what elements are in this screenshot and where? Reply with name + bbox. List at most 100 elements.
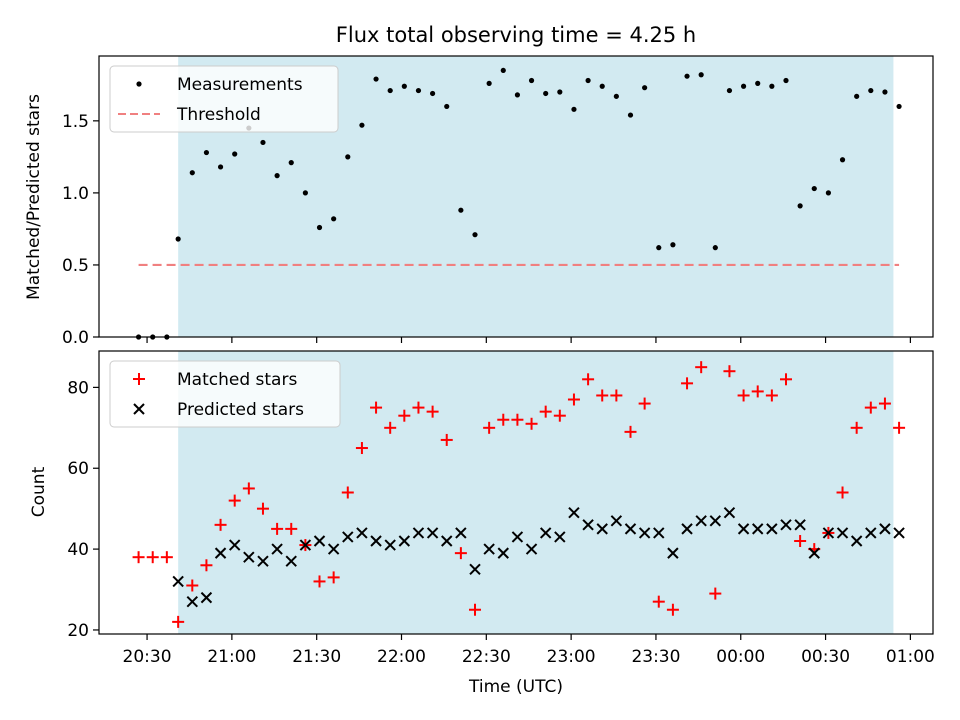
measurement-point xyxy=(528,77,535,84)
matched-star-point xyxy=(228,494,241,507)
measurement-point xyxy=(217,164,224,170)
measurement-point xyxy=(797,203,803,209)
predicted-star-point xyxy=(342,531,354,543)
measurement-point xyxy=(444,103,450,110)
measurement-point xyxy=(260,139,266,146)
bottom-x-axis: 20:30 21:00 21:30 22:00 22:30 23:00 23:30 00:00… xyxy=(123,634,935,667)
predicted-star-point xyxy=(200,591,213,604)
measurement-point xyxy=(571,106,577,112)
measurement-point xyxy=(387,87,393,94)
measurement-point xyxy=(882,89,888,95)
matched-star-point xyxy=(567,393,580,406)
predicted-star-point xyxy=(752,523,764,535)
predicted-star-point xyxy=(257,555,269,567)
predicted-star-point xyxy=(313,535,326,547)
top-x-axis xyxy=(146,337,911,343)
predicted-star-point xyxy=(723,507,736,519)
measurement-point xyxy=(740,83,747,89)
matched-star-point xyxy=(469,603,482,616)
x-tick-label: 22:30 xyxy=(462,647,511,667)
predicted-star-point xyxy=(214,547,227,559)
predicted-star-point xyxy=(808,547,820,559)
measurement-point xyxy=(359,122,365,128)
matched-star-point xyxy=(132,551,145,564)
predicted-star-point xyxy=(794,519,806,531)
legend-label-matched-stars: Matched stars xyxy=(177,370,297,390)
measurement-point xyxy=(189,170,195,176)
measurement-point xyxy=(896,103,902,110)
matched-star-point xyxy=(836,486,849,499)
predicted-star-point xyxy=(525,543,538,555)
predicted-star-point xyxy=(511,531,524,543)
predicted-star-point xyxy=(243,551,255,563)
x-tick-label: 22:00 xyxy=(377,647,426,667)
matched-star-point xyxy=(285,522,298,535)
predicted-star-point xyxy=(398,535,411,547)
matched-star-point xyxy=(271,522,284,535)
predicted-star-point xyxy=(582,519,594,531)
x-tick-label: 23:00 xyxy=(547,647,596,667)
matched-star-point xyxy=(695,361,708,374)
predicted-star-point xyxy=(285,555,297,567)
measurement-point xyxy=(825,190,831,196)
measurement-point xyxy=(783,77,789,84)
matched-star-point xyxy=(172,615,185,628)
predicted-star-point xyxy=(681,523,693,535)
predicted-star-point xyxy=(186,595,199,608)
measurement-point xyxy=(599,83,605,89)
matched-star-point xyxy=(539,405,552,418)
measurement-point xyxy=(514,92,521,98)
y-tick-label: 80 xyxy=(67,378,89,398)
top-legend: Measurements Threshold xyxy=(109,65,339,133)
matched-star-point xyxy=(582,373,595,386)
predicted-star-point xyxy=(653,527,665,539)
matched-star-point xyxy=(610,389,623,402)
measurement-point xyxy=(373,76,379,82)
bottom-y-axis: 20 40 60 80 xyxy=(67,378,99,641)
measurement-point xyxy=(458,207,464,213)
predicted-star-point xyxy=(426,527,439,539)
matched-star-point xyxy=(454,547,467,560)
predicted-star-point xyxy=(271,543,283,555)
bottom-y-axis-label: Count xyxy=(29,466,49,517)
measurement-point xyxy=(274,173,280,179)
predicted-star-point xyxy=(737,523,750,535)
measurement-point xyxy=(712,245,718,251)
y-tick-label: 60 xyxy=(67,459,89,479)
matched-star-point xyxy=(160,551,173,564)
x-tick-label: 00:00 xyxy=(716,647,765,667)
predicted-star-point xyxy=(822,527,835,539)
legend-label-measurements: Measurements xyxy=(177,75,303,95)
predicted-star-point xyxy=(638,527,651,539)
y-tick-label: 0.0 xyxy=(62,328,89,348)
measurement-point xyxy=(854,93,860,99)
predicted-star-point xyxy=(370,535,382,547)
x-axis-label: Time (UTC) xyxy=(468,677,563,697)
predicted-star-point xyxy=(356,527,368,539)
matched-star-point xyxy=(256,502,269,515)
matched-star-point xyxy=(426,405,439,418)
matched-star-point xyxy=(624,425,637,438)
predicted-star-point xyxy=(667,547,679,559)
measurement-point xyxy=(401,83,407,89)
measurement-point xyxy=(839,157,846,163)
bottom-plot-area xyxy=(132,361,906,628)
y-tick-label: 1.5 xyxy=(62,112,89,132)
measurement-point xyxy=(543,90,549,97)
matched-star-point xyxy=(553,409,566,422)
matched-star-point xyxy=(850,421,863,434)
measurement-point xyxy=(415,87,422,94)
measurement-point xyxy=(627,112,634,118)
measurement-point xyxy=(430,90,436,97)
measurement-point xyxy=(698,72,704,78)
x-tick-label: 20:30 xyxy=(123,647,172,667)
y-tick-label: 1.0 xyxy=(62,184,89,204)
predicted-star-point xyxy=(539,527,552,539)
bottom-legend: Matched stars Predicted stars xyxy=(109,360,341,428)
predicted-star-point xyxy=(441,535,453,547)
y-tick-label: 40 xyxy=(67,540,89,560)
matched-star-point xyxy=(186,579,199,592)
predicted-star-point xyxy=(497,547,509,559)
matched-star-point xyxy=(638,397,651,410)
x-tick-label: 23:30 xyxy=(631,647,680,667)
